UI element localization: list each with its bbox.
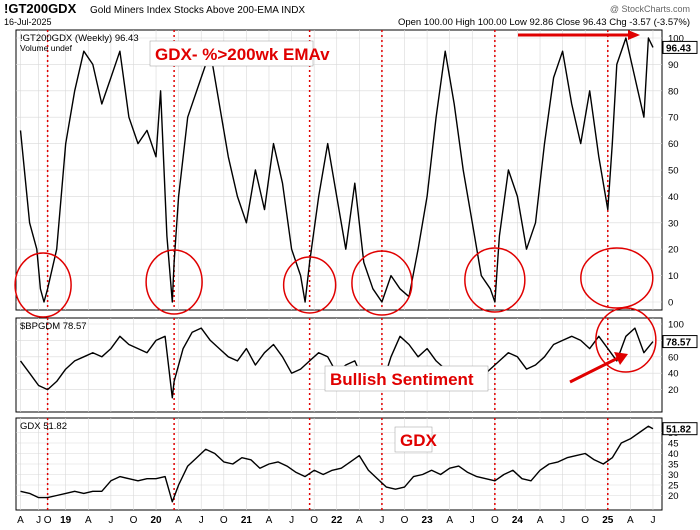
- y-tick-label: 20: [668, 245, 679, 256]
- x-tick-label: J: [199, 515, 204, 526]
- y-tick-label: 20: [668, 385, 679, 396]
- y-tick-label: 35: [668, 460, 679, 471]
- last-value-label: 51.82: [666, 425, 691, 436]
- x-tick-label: 21: [241, 515, 253, 526]
- highlight-circle: [14, 252, 72, 318]
- x-tick-label: O: [220, 515, 228, 526]
- sentiment-arrow: [569, 356, 619, 384]
- panel1-annotation: GDX- %>200wk EMAv: [155, 45, 330, 64]
- x-tick-label: O: [310, 515, 318, 526]
- x-tick-label: J: [36, 515, 41, 526]
- last-value-box: [662, 335, 698, 349]
- y-tick-label: 45: [668, 439, 679, 450]
- source-credit: @ StockCharts.com: [610, 4, 690, 14]
- x-tick-label: O: [401, 515, 409, 526]
- last-value-label: 96.43: [666, 43, 691, 54]
- x-tick-label: J: [470, 515, 475, 526]
- y-tick-label: 100: [668, 34, 684, 45]
- last-value-label: 78.57: [666, 338, 691, 349]
- panel1-annotation-box: [149, 40, 314, 67]
- sentiment-arrowhead: [614, 352, 628, 365]
- x-tick-label: A: [175, 515, 182, 526]
- panel3-annotation: GDX: [400, 431, 438, 450]
- chart-symbol: !GT200GDX: [4, 1, 77, 16]
- y-tick-label: 40: [668, 192, 679, 203]
- x-tick-label: A: [356, 515, 363, 526]
- panel2-annotation: Bullish Sentiment: [330, 370, 474, 389]
- x-tick-label: A: [85, 515, 92, 526]
- panel2-annotation-box: [324, 365, 489, 392]
- x-tick-label: J: [379, 515, 384, 526]
- chart-description: Gold Miners Index Stocks Above 200-EMA I…: [90, 5, 305, 16]
- series-legend: $BPGDM 78.57: [20, 321, 87, 332]
- x-tick-label: 23: [422, 515, 434, 526]
- y-tick-label: 70: [668, 113, 679, 124]
- x-tick-label: A: [446, 515, 453, 526]
- x-tick-label: J: [108, 515, 113, 526]
- last-value-box: [662, 40, 698, 54]
- x-tick-label: A: [627, 515, 634, 526]
- x-tick-label: J: [560, 515, 565, 526]
- x-tick-label: 19: [60, 515, 72, 526]
- highlight-circle: [282, 256, 337, 314]
- panel3-annotation-box: [394, 426, 433, 453]
- series-legend: !GT200GDX (Weekly) 96.43: [20, 33, 139, 44]
- y-tick-label: 40: [668, 369, 679, 380]
- chart-date: 16-Jul-2025: [4, 17, 52, 27]
- panel-1: 0 10 20 30 40 50 60 70 80 90 100 !GT200GDX (Weekly)…: [15, 29, 698, 311]
- x-tick-label: O: [130, 515, 138, 526]
- series-line: [20, 425, 654, 503]
- x-tick-label: 25: [602, 515, 614, 526]
- x-tick-label: O: [44, 515, 52, 526]
- y-tick-label: 30: [668, 218, 679, 229]
- x-tick-label: O: [491, 515, 499, 526]
- series-line: [19, 327, 654, 399]
- y-tick-label: 25: [668, 481, 679, 492]
- y-tick-label: 20: [668, 491, 679, 502]
- ohlc-readout: Open 100.00 High 100.00 Low 92.86 Close …: [398, 17, 690, 28]
- x-tick-label: 22: [331, 515, 343, 526]
- y-tick-label: 10: [668, 271, 679, 282]
- x-tick-label: A: [266, 515, 273, 526]
- y-tick-label: 40: [668, 449, 679, 460]
- y-tick-label: 60: [668, 139, 679, 150]
- y-tick-label: 90: [668, 60, 679, 71]
- series-line: [19, 37, 654, 303]
- panel-frame: [15, 317, 663, 413]
- x-tick-label: 20: [150, 515, 162, 526]
- x-tick-label: J: [289, 515, 294, 526]
- trend-arrowhead: [628, 30, 640, 40]
- highlight-circle: [595, 307, 657, 373]
- x-tick-label: 24: [512, 515, 524, 526]
- last-value-box: [662, 422, 698, 436]
- y-tick-label: 50: [668, 166, 679, 177]
- x-tick-label: A: [17, 515, 24, 526]
- y-tick-label: 30: [668, 470, 679, 481]
- y-tick-label: 100: [668, 320, 684, 331]
- y-tick-label: 0: [668, 298, 673, 309]
- y-tick-label: 60: [668, 352, 679, 363]
- x-tick-label: J: [650, 515, 655, 526]
- highlight-circle: [580, 247, 654, 309]
- series-legend: GDX 51.82: [20, 421, 67, 432]
- highlight-circle: [464, 247, 526, 313]
- y-tick-label: 80: [668, 86, 679, 97]
- series-sublegend: Volume undef: [20, 43, 73, 53]
- highlight-circle: [351, 250, 413, 316]
- highlight-circle: [145, 249, 203, 315]
- x-tick-label: A: [537, 515, 544, 526]
- x-tick-label: O: [581, 515, 589, 526]
